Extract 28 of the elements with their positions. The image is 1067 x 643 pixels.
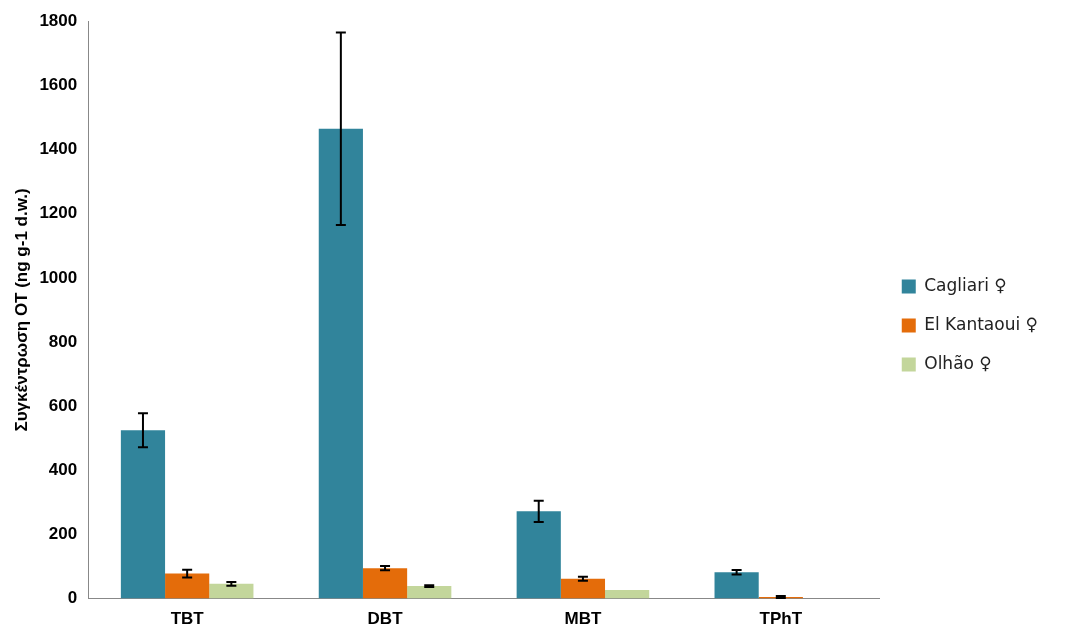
y-tick-label: 1800 [39,10,78,30]
bar [560,578,606,599]
bar [120,430,166,599]
legend-label: Olhão ♀ [924,352,992,373]
x-tick-label: MBT [564,609,602,629]
bar [516,511,561,599]
y-axis-title: Συγκέντρωση OT (ng g-1 d.w.) [11,188,31,432]
legend-label: El Kantaoui ♀ [924,313,1038,334]
bar [407,586,452,599]
y-tick-label: 200 [48,524,78,544]
y-tick-label: 1000 [39,267,78,287]
y-tick-label: 800 [48,331,78,351]
bar [714,572,759,599]
bar [605,589,650,599]
x-tick-label: TBT [170,609,205,629]
bar [165,573,210,599]
x-tick-label: TPhT [759,609,803,629]
y-tick-label: 0 [67,588,78,608]
y-tick-label: 1400 [39,139,78,159]
y-tick-label: 600 [48,395,78,415]
y-tick-label: 400 [48,459,78,479]
y-tick-label: 1200 [39,203,78,223]
x-tick-label: DBT [367,609,404,629]
y-tick-label: 1600 [39,75,78,95]
bar [209,583,254,599]
bar [362,568,408,599]
legend-label: Cagliari ♀ [924,274,1007,295]
bar [318,128,363,599]
